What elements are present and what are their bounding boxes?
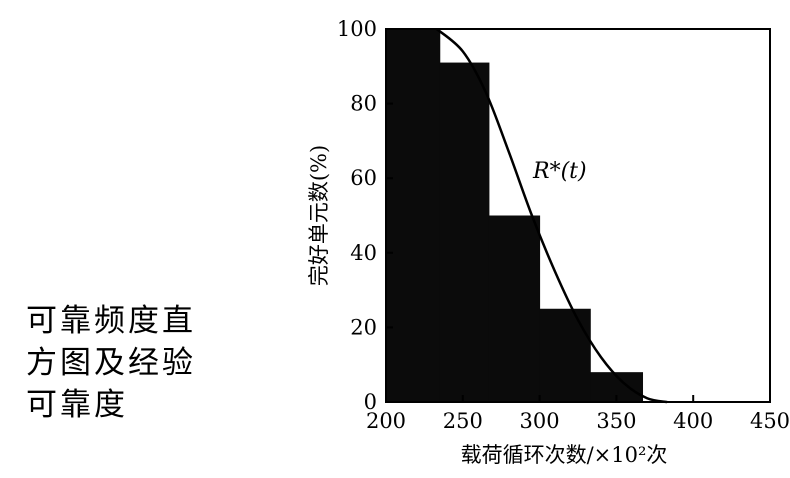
x-tick-label: 200 <box>366 409 406 433</box>
histogram-bar-4 <box>539 308 591 402</box>
y-tick-label: 80 <box>350 92 377 116</box>
y-axis-label: 完好单元数(%) <box>307 145 331 286</box>
caption-line-1: 可靠频度直 <box>26 303 196 339</box>
caption-line-2: 方图及经验 <box>26 345 196 381</box>
x-tick-label: 450 <box>750 409 790 433</box>
y-tick-label: 100 <box>337 17 377 41</box>
x-tick-label: 350 <box>596 409 636 433</box>
y-tick-label: 60 <box>350 166 377 190</box>
empirical-reliability-curve <box>435 28 668 404</box>
figure-caption: 可靠频度直 方图及经验 可靠度 <box>26 300 236 426</box>
caption-line-3: 可靠度 <box>26 387 128 423</box>
histogram-bar-1 <box>386 29 441 402</box>
x-axis-ticks: 200 250 300 350 400 450 <box>366 395 790 433</box>
x-tick-label: 250 <box>443 409 483 433</box>
y-tick-label: 20 <box>350 315 377 339</box>
empirical-reliability-curve-layer: R*(t) <box>435 28 668 404</box>
histogram-bar-2 <box>439 62 490 402</box>
y-tick-label: 40 <box>350 241 377 265</box>
curve-label: R*(t) <box>532 159 587 184</box>
x-tick-label: 400 <box>673 409 713 433</box>
x-axis-label: 载荷循环次数/×10²次 <box>461 443 668 467</box>
y-tick-label: 0 <box>364 390 377 414</box>
plot-frame <box>385 28 771 403</box>
x-tick-label: 300 <box>520 409 560 433</box>
histogram-bar-3 <box>488 215 541 402</box>
histogram-bars <box>386 29 644 402</box>
y-axis-ticks: 100 80 60 40 20 0 <box>337 17 393 414</box>
